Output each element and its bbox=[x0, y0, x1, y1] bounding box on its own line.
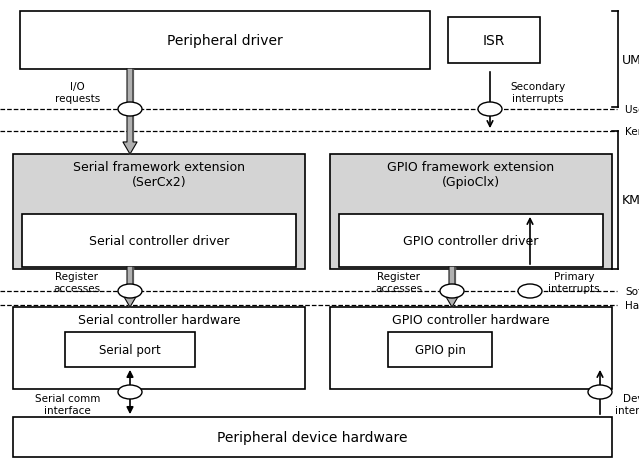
Text: Device
interrupts: Device interrupts bbox=[615, 394, 639, 415]
Bar bbox=[330, 155, 612, 269]
Text: Register
accesses: Register accesses bbox=[375, 272, 422, 293]
Text: Hardware: Hardware bbox=[625, 300, 639, 310]
Polygon shape bbox=[445, 295, 459, 307]
Text: Register
accesses: Register accesses bbox=[53, 272, 100, 293]
Ellipse shape bbox=[478, 103, 502, 117]
Text: UMDF: UMDF bbox=[622, 53, 639, 66]
Text: GPIO controller driver: GPIO controller driver bbox=[403, 234, 539, 247]
Ellipse shape bbox=[440, 284, 464, 298]
Text: Peripheral device hardware: Peripheral device hardware bbox=[217, 430, 408, 444]
Polygon shape bbox=[123, 143, 137, 155]
Ellipse shape bbox=[518, 284, 542, 298]
Text: Serial controller driver: Serial controller driver bbox=[89, 234, 229, 247]
Bar bbox=[388, 332, 492, 367]
Bar bbox=[448, 18, 540, 64]
Polygon shape bbox=[449, 268, 455, 295]
Ellipse shape bbox=[118, 103, 142, 117]
Bar bbox=[65, 332, 195, 367]
Bar bbox=[13, 155, 305, 269]
Bar bbox=[339, 214, 603, 268]
Polygon shape bbox=[127, 268, 133, 295]
Ellipse shape bbox=[118, 284, 142, 298]
Text: Kernel mode: Kernel mode bbox=[625, 127, 639, 137]
Text: Serial comm
interface: Serial comm interface bbox=[35, 394, 100, 415]
Bar bbox=[20, 12, 430, 70]
Bar bbox=[22, 214, 296, 268]
Text: ISR: ISR bbox=[483, 34, 505, 48]
Bar bbox=[13, 417, 612, 457]
Text: Primary
interrupts: Primary interrupts bbox=[548, 272, 599, 293]
Text: Serial framework extension
(SerCx2): Serial framework extension (SerCx2) bbox=[73, 161, 245, 188]
Ellipse shape bbox=[118, 385, 142, 399]
Ellipse shape bbox=[588, 385, 612, 399]
Text: Peripheral driver: Peripheral driver bbox=[167, 34, 283, 48]
Polygon shape bbox=[127, 70, 133, 143]
Polygon shape bbox=[123, 295, 137, 307]
Text: Serial port: Serial port bbox=[99, 343, 161, 356]
Text: KMDF: KMDF bbox=[622, 194, 639, 207]
Text: I/O
requests: I/O requests bbox=[55, 82, 100, 104]
Text: GPIO controller hardware: GPIO controller hardware bbox=[392, 313, 550, 326]
Bar bbox=[13, 307, 305, 389]
Text: User mode: User mode bbox=[625, 105, 639, 115]
Text: GPIO pin: GPIO pin bbox=[415, 343, 465, 356]
Text: Serial controller hardware: Serial controller hardware bbox=[78, 313, 240, 326]
Bar bbox=[330, 307, 612, 389]
Text: GPIO framework extension
(GpioClx): GPIO framework extension (GpioClx) bbox=[387, 161, 555, 188]
Text: Secondary
interrupts: Secondary interrupts bbox=[510, 82, 566, 104]
Text: Software: Software bbox=[625, 287, 639, 296]
